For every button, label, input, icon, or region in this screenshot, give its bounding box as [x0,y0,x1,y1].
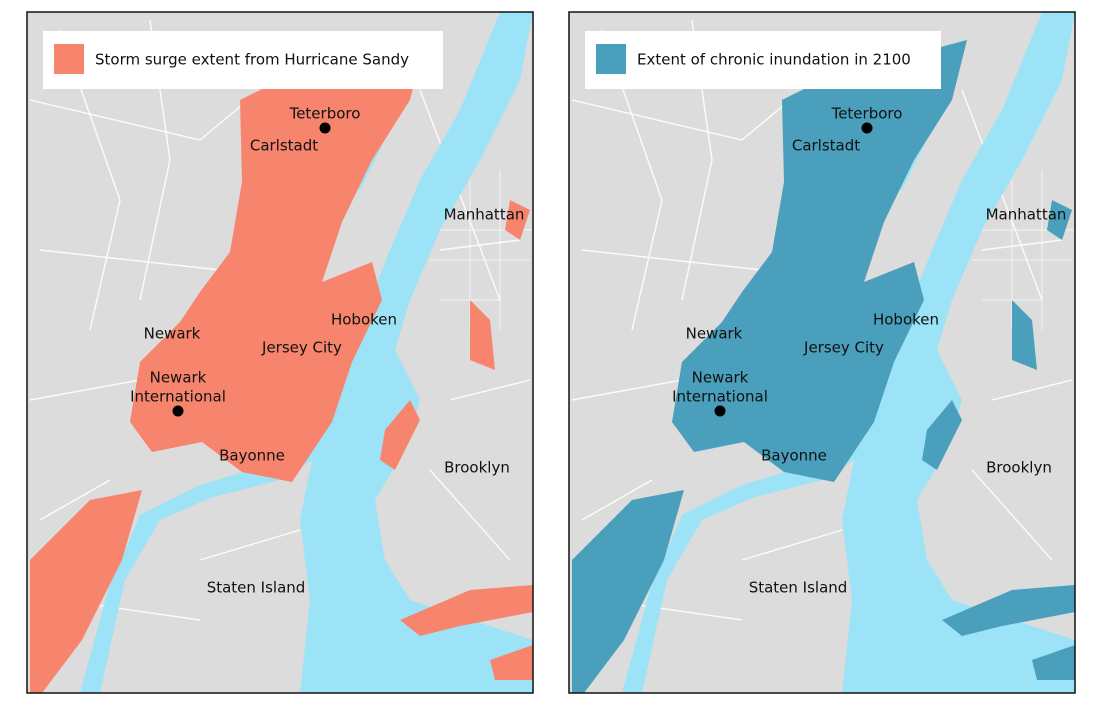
legend-label: Storm surge extent from Hurricane Sandy [95,51,409,69]
place-label: Newark [150,369,207,387]
legend-swatch [54,44,84,74]
place-label: Jersey City [803,339,884,357]
place-label: International [130,388,226,406]
place-label: International [672,388,768,406]
legend-box [43,31,443,89]
place-label: Newark [692,369,749,387]
legend-label: Extent of chronic inundation in 2100 [637,51,911,69]
place-label: Bayonne [761,447,827,465]
place-label: Bayonne [219,447,285,465]
place-label: Newark [144,325,201,343]
place-label: Jersey City [261,339,342,357]
place-label: Carlstadt [792,137,860,155]
place-label: Carlstadt [250,137,318,155]
place-label: Hoboken [331,311,397,329]
place-label: Staten Island [749,579,848,597]
place-label: Newark [686,325,743,343]
place-label: Manhattan [444,206,525,224]
place-label: Staten Island [207,579,306,597]
place-label: Hoboken [873,311,939,329]
place-label: Manhattan [986,206,1067,224]
place-label: Teterboro [289,105,361,123]
place-label: Brooklyn [444,459,510,477]
panel-border [26,11,534,694]
place-marker [714,405,726,417]
place-marker [861,122,873,134]
place-marker [172,405,184,417]
place-marker [319,122,331,134]
place-label: Brooklyn [986,459,1052,477]
place-label: Teterboro [831,105,903,123]
legend-box [585,31,941,89]
legend-swatch [596,44,626,74]
panel-border [568,11,1076,694]
